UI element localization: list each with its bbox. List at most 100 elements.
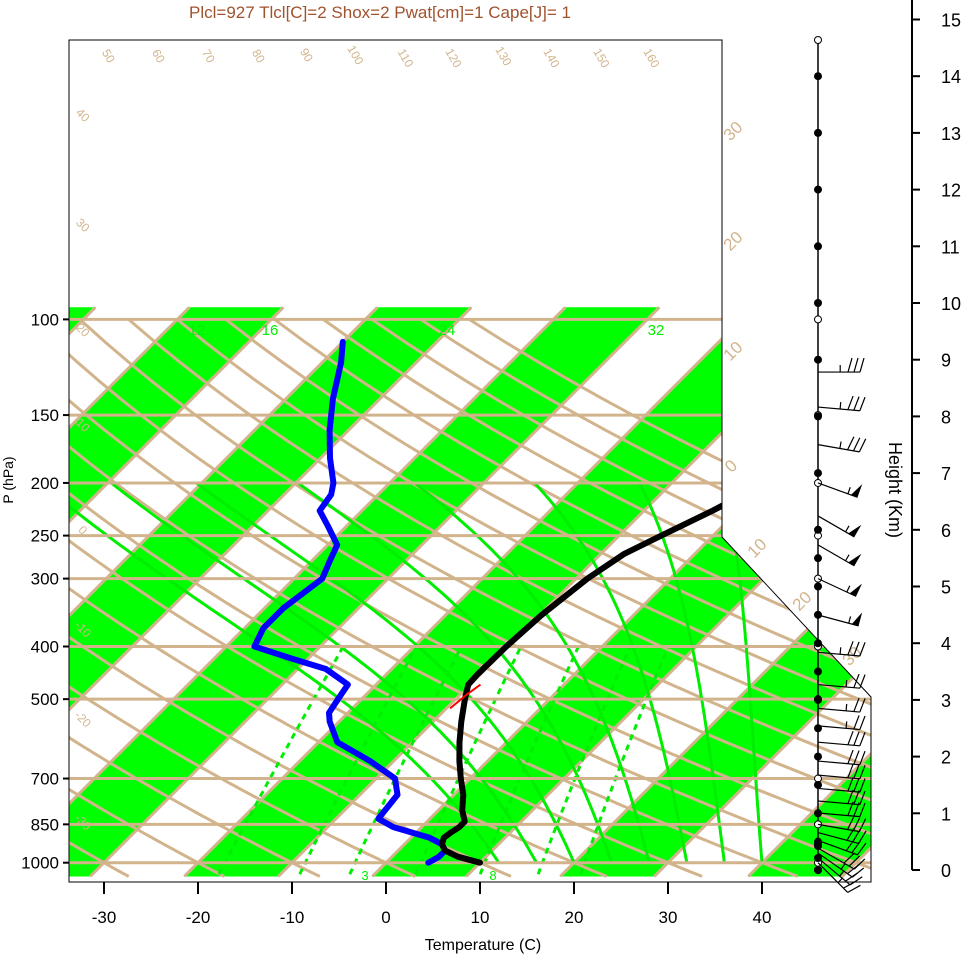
dry-adiabat-label: 160 xyxy=(640,46,662,71)
temperature-tick-label: -20 xyxy=(186,908,211,927)
barb-feather xyxy=(854,397,859,411)
height-dot xyxy=(814,781,822,789)
height-dot xyxy=(814,72,822,80)
height-tick-label: 5 xyxy=(941,578,951,598)
pressure-tick-label: 1000 xyxy=(21,854,59,873)
barb-feather xyxy=(860,716,865,730)
isotherm-label-right: 10 xyxy=(744,535,771,562)
dry-adiabat-label: 50 xyxy=(99,47,118,66)
dry-adiabat-label: 80 xyxy=(249,47,268,66)
height-tick-label: 14 xyxy=(941,67,961,87)
barb-feather xyxy=(860,358,864,372)
dry-adiabat-label: 150 xyxy=(590,46,612,71)
pressure-tick-label: 250 xyxy=(31,527,59,546)
barb-feather xyxy=(848,885,861,892)
dry-adiabat-label: 90 xyxy=(297,46,316,65)
isotherm-label-left: 40 xyxy=(73,105,93,125)
height-dot xyxy=(814,186,822,194)
isotherm-label-right: 20 xyxy=(789,588,816,615)
barb-feather xyxy=(860,675,865,689)
moist-adiabat-label: 12 xyxy=(189,322,206,339)
height-tick-label: 1 xyxy=(941,804,951,824)
height-dot xyxy=(814,639,822,647)
height-dot xyxy=(814,299,822,307)
chart-title: Plcl=927 Tlcl[C]=2 Shox=2 Pwat[cm]=1 Cap… xyxy=(189,3,571,22)
height-dot xyxy=(814,129,822,137)
barb-feather xyxy=(854,732,859,746)
wind-barb xyxy=(818,579,862,597)
pressure-tick-label: 700 xyxy=(31,770,59,789)
height-tick-label: 9 xyxy=(941,351,951,371)
barb-pennant xyxy=(851,484,862,497)
temperature-tick-label: 20 xyxy=(565,908,584,927)
height-tick-label: 7 xyxy=(941,464,951,484)
isotherm-label-right: 10 xyxy=(720,338,747,365)
barb-feather xyxy=(848,396,853,410)
height-dot xyxy=(814,356,822,364)
temperature-tick-label: 40 xyxy=(753,908,772,927)
dry-adiabat-label: 60 xyxy=(149,47,168,66)
pressure-tick-label: 400 xyxy=(31,637,59,656)
height-dot xyxy=(814,554,822,562)
height-tick-label: 10 xyxy=(941,294,961,314)
wind-barb xyxy=(818,545,861,566)
temperature-tick-label: 10 xyxy=(471,908,490,927)
isotherm-line xyxy=(0,307,1,876)
barb-feather xyxy=(860,732,865,746)
pressure-tick-label: 100 xyxy=(31,310,59,329)
barb-half-feather xyxy=(840,402,841,409)
barb-shaft xyxy=(818,445,859,452)
height-tick-label: 3 xyxy=(941,691,951,711)
moist-adiabat-label: 24 xyxy=(439,322,456,339)
barb-feather xyxy=(848,437,854,450)
pressure-tick-label: 850 xyxy=(31,815,59,834)
dry-adiabat-label: 100 xyxy=(344,43,366,68)
moist-adiabat-label: 32 xyxy=(648,322,665,339)
height-tick-label: 0 xyxy=(941,861,951,881)
temperature-tick-label: -30 xyxy=(92,908,117,927)
dry-adiabat-label: 70 xyxy=(199,47,218,66)
height-dot xyxy=(814,724,822,732)
wind-barb xyxy=(818,358,864,372)
wind-barb xyxy=(818,516,861,537)
barb-half-feather xyxy=(849,616,851,623)
barb-feather xyxy=(853,438,859,451)
barb-shaft xyxy=(818,483,857,497)
isotherm-label-right: 0 xyxy=(721,456,741,476)
height-dot xyxy=(814,753,822,761)
moist-adiabat-label: 16 xyxy=(262,322,279,339)
barb-pennant xyxy=(852,612,862,626)
height-tick-label: 11 xyxy=(941,237,960,257)
temperature-tick-label: 0 xyxy=(381,908,390,927)
wind-barb xyxy=(818,396,865,411)
barb-half-feather xyxy=(840,647,841,654)
height-dot xyxy=(814,526,822,534)
height-tick-label: 15 xyxy=(941,11,961,31)
height-tick-label: 6 xyxy=(941,521,951,541)
height-dot xyxy=(814,866,822,874)
height-tick-label: 8 xyxy=(941,407,951,427)
wind-barb xyxy=(818,612,862,626)
x-axis-label: Temperature (C) xyxy=(425,937,541,954)
level-marker xyxy=(815,316,822,323)
barb-half-feather xyxy=(846,721,847,728)
barb-half-feather xyxy=(840,442,841,449)
height-axis-label: Height (Km) xyxy=(885,442,905,538)
temperature-tick-label: -10 xyxy=(280,908,305,927)
barb-half-feather xyxy=(846,526,850,532)
height-dot xyxy=(814,583,822,591)
pressure-tick-label: 500 xyxy=(31,690,59,709)
barb-feather xyxy=(848,731,853,745)
isotherm-label-right: 30 xyxy=(720,118,747,145)
height-dot xyxy=(814,611,822,619)
height-tick-label: 4 xyxy=(941,634,951,654)
barb-half-feather xyxy=(846,704,847,711)
barb-half-feather xyxy=(846,555,850,561)
isotherm-label-left: -20 xyxy=(72,708,94,730)
barb-shaft xyxy=(818,407,860,411)
height-dot xyxy=(814,242,822,250)
height-marker-top xyxy=(815,37,822,44)
height-dot xyxy=(814,412,822,420)
height-dot xyxy=(814,696,822,704)
